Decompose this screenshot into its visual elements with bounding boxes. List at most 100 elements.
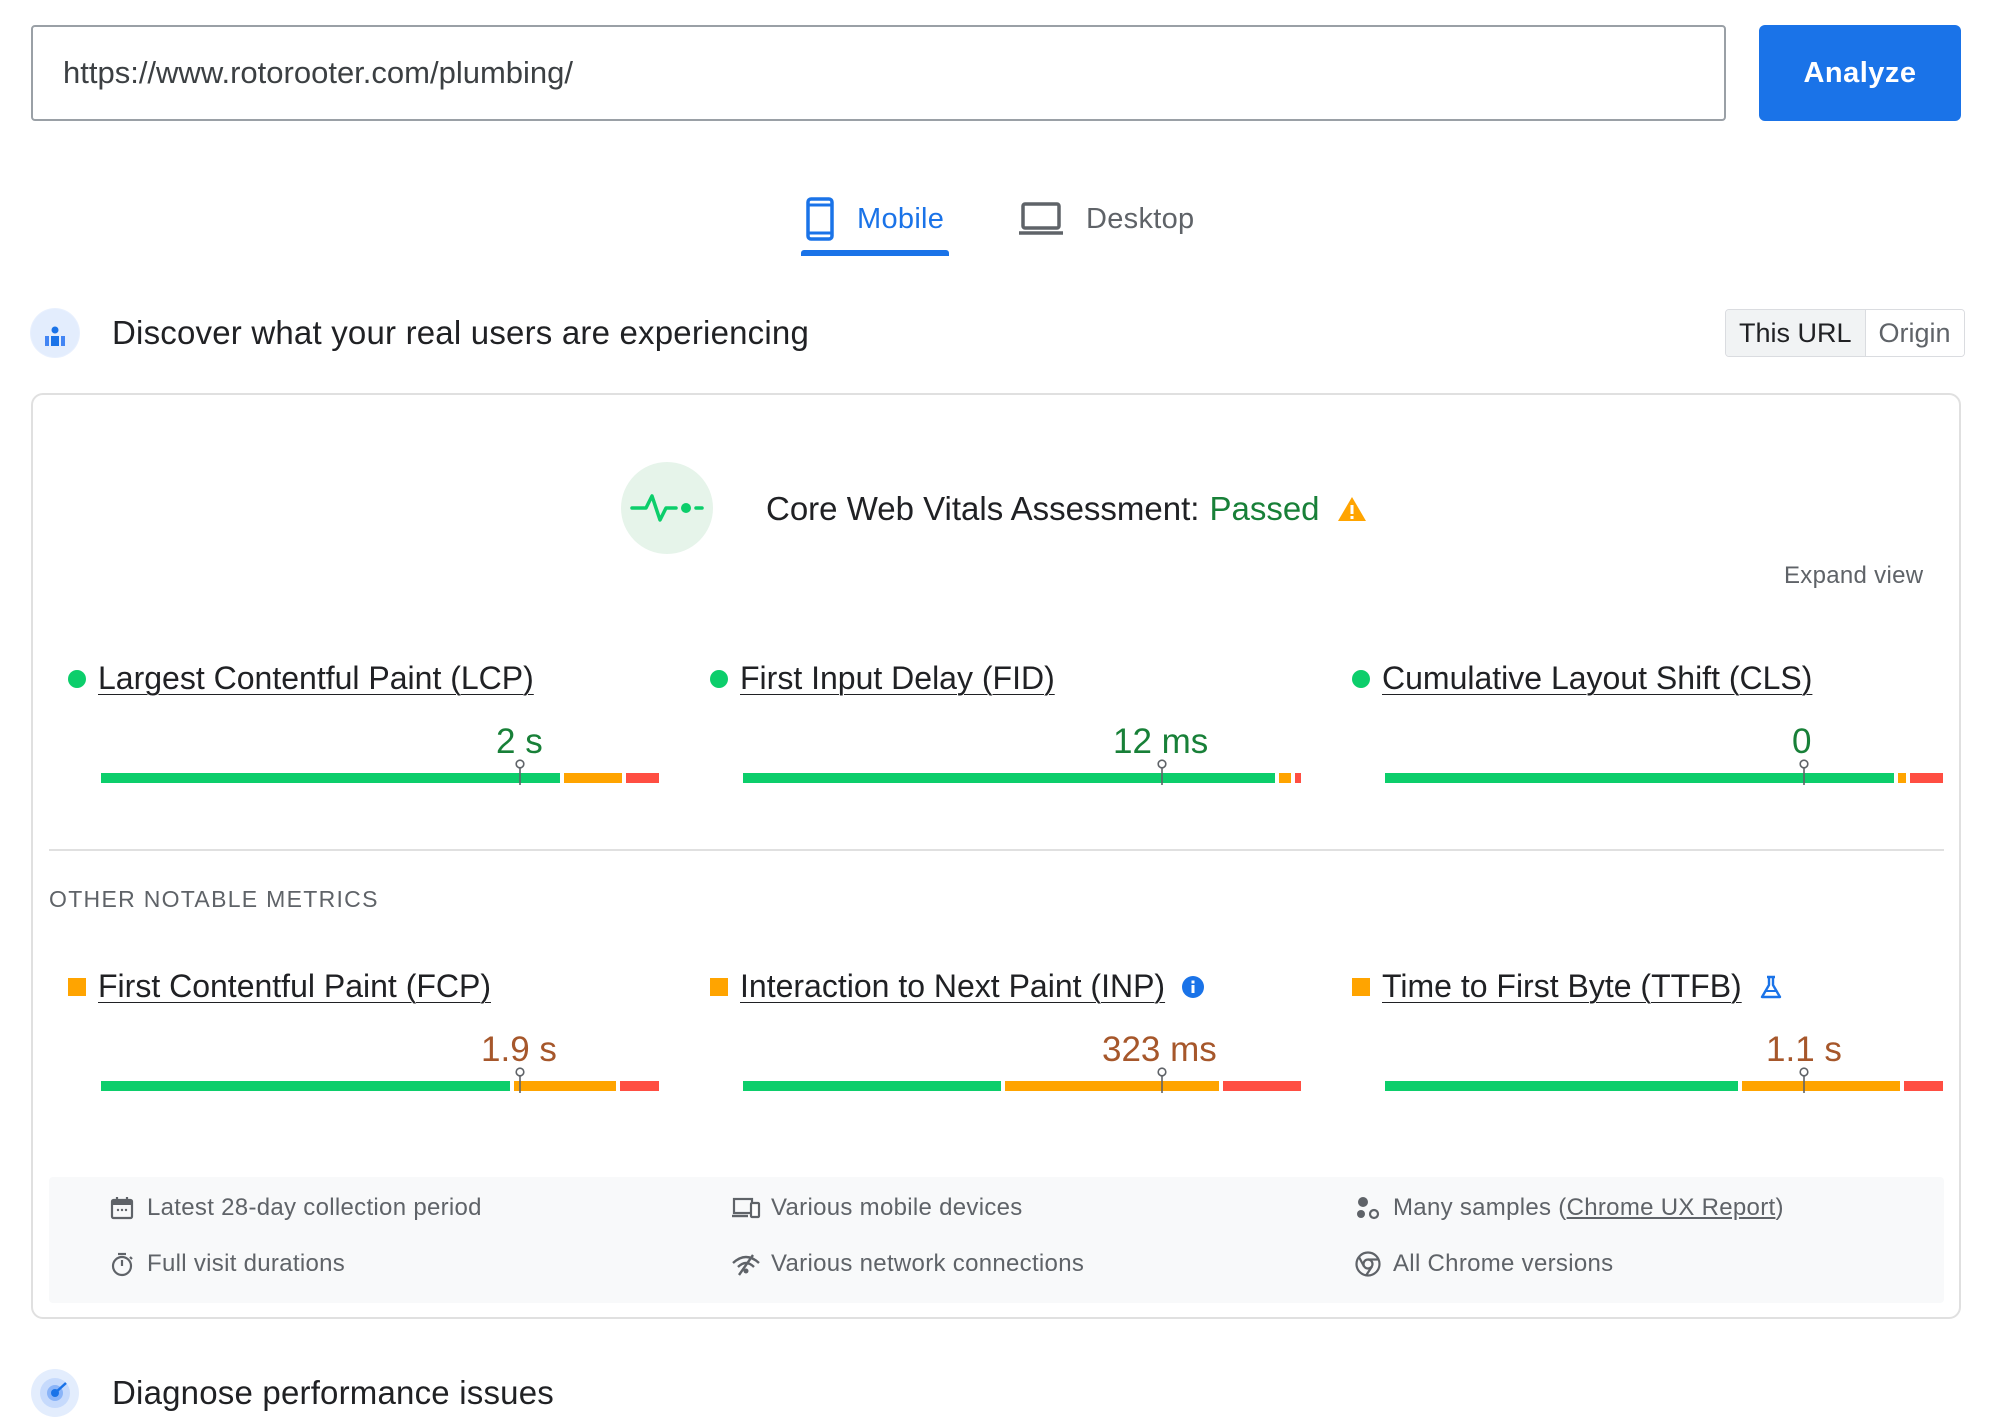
good-indicator-dot <box>710 669 728 688</box>
good-segment <box>101 773 561 783</box>
network-info: Various network connections <box>731 1249 1084 1279</box>
this-url-option[interactable]: This URL <box>1726 310 1866 356</box>
needs-improvement-segment <box>1742 1081 1900 1091</box>
timer-icon <box>107 1249 137 1279</box>
samples-suffix: ) <box>1775 1194 1784 1221</box>
percentile-marker <box>514 1067 525 1093</box>
needs-improvement-segment <box>1278 773 1292 783</box>
good-segment <box>1385 1081 1739 1091</box>
metric-cls-name[interactable]: Cumulative Layout Shift (CLS) <box>1382 660 1813 696</box>
metric-fcp-name[interactable]: First Contentful Paint (FCP) <box>98 968 491 1004</box>
network-signal-icon <box>731 1249 761 1279</box>
field-data-card <box>31 393 1961 1319</box>
origin-option[interactable]: Origin <box>1865 310 1964 356</box>
tab-desktop[interactable]: Desktop <box>1018 180 1195 258</box>
devices-text: Various mobile devices <box>771 1194 1023 1221</box>
visit-durations-text: Full visit durations <box>147 1250 346 1277</box>
samples-icon <box>1353 1193 1383 1223</box>
expand-view-link[interactable]: Expand view <box>1784 562 1924 589</box>
good-segment <box>743 1081 1002 1091</box>
needs-improvement-indicator <box>710 977 728 996</box>
devices-info: Various mobile devices <box>731 1193 1023 1223</box>
metric-cls: Cumulative Layout Shift (CLS) 0 <box>1352 660 1943 800</box>
needs-improvement-segment <box>564 773 622 783</box>
laptop-icon <box>1019 202 1063 235</box>
metric-fid: First Input Delay (FID) 12 ms <box>710 660 1301 800</box>
metric-ttfb-value: 1.1 s <box>1766 1030 1842 1069</box>
metric-ttfb: Time to First Byte (TTFB) 1.1 s <box>1352 968 1943 1108</box>
poor-segment <box>1295 773 1301 783</box>
metrics-divider <box>49 849 1944 851</box>
active-tab-indicator <box>801 250 949 256</box>
poor-segment <box>1909 773 1943 783</box>
chrome-icon <box>1353 1249 1383 1279</box>
metric-lcp: Largest Contentful Paint (LCP) 2 s <box>68 660 659 800</box>
metric-cls-distribution-bar <box>1385 759 1943 785</box>
chrome-versions-info: All Chrome versions <box>1353 1249 1613 1279</box>
metric-inp-name[interactable]: Interaction to Next Paint (INP) <box>740 968 1166 1004</box>
needs-improvement-segment <box>513 1081 616 1091</box>
metric-inp-distribution-bar <box>743 1067 1301 1093</box>
warning-icon <box>1337 497 1366 521</box>
collection-period-info: Latest 28-day collection period <box>107 1193 482 1223</box>
cwv-assessment-status: Passed <box>1209 490 1320 527</box>
samples-info: Many samples (Chrome UX Report) <box>1353 1193 1784 1223</box>
good-segment <box>1385 773 1895 783</box>
other-metrics-heading: OTHER NOTABLE METRICS <box>49 886 379 912</box>
visit-durations-info: Full visit durations <box>107 1249 345 1279</box>
metric-fid-value: 12 ms <box>1113 722 1209 761</box>
pulse-icon <box>621 462 713 554</box>
url-origin-toggle[interactable]: This URL Origin <box>1725 309 1965 357</box>
calendar-icon <box>107 1193 137 1223</box>
poor-segment <box>1903 1081 1943 1091</box>
samples-text: Many samples (Chrome UX Report) <box>1393 1194 1784 1222</box>
metric-fcp-distribution-bar <box>101 1067 659 1093</box>
metric-lcp-name[interactable]: Largest Contentful Paint (LCP) <box>98 660 534 696</box>
data-info-panel <box>49 1177 1944 1303</box>
percentile-marker <box>1156 1067 1167 1093</box>
needs-improvement-segment <box>1005 1081 1219 1091</box>
analyze-button[interactable]: Analyze <box>1759 25 1961 121</box>
chrome-ux-report-link[interactable]: Chrome UX Report <box>1566 1194 1776 1221</box>
network-text: Various network connections <box>771 1250 1085 1277</box>
good-segment <box>743 773 1275 783</box>
needs-improvement-indicator <box>68 977 86 996</box>
field-section-title: Discover what your real users are experi… <box>112 314 810 351</box>
metric-fcp: First Contentful Paint (FCP) 1.9 s <box>68 968 659 1108</box>
tab-mobile-label: Mobile <box>857 202 945 235</box>
collection-period-text: Latest 28-day collection period <box>147 1194 482 1221</box>
info-icon[interactable] <box>1181 975 1205 999</box>
percentile-marker <box>1798 1067 1809 1093</box>
metric-fid-name[interactable]: First Input Delay (FID) <box>740 660 1055 696</box>
tab-desktop-label: Desktop <box>1086 202 1195 235</box>
metric-lcp-value: 2 s <box>496 722 543 761</box>
needs-improvement-segment <box>1898 773 1906 783</box>
percentile-marker <box>514 759 525 785</box>
chrome-versions-text: All Chrome versions <box>1393 1250 1614 1277</box>
metric-inp: Interaction to Next Paint (INP) 323 ms <box>710 968 1301 1108</box>
poor-segment <box>619 1081 659 1091</box>
users-chart-icon <box>30 308 80 358</box>
good-segment <box>101 1081 510 1091</box>
metric-inp-value: 323 ms <box>1102 1030 1217 1069</box>
percentile-marker <box>1156 759 1167 785</box>
needs-improvement-indicator <box>1352 977 1370 996</box>
poor-segment <box>625 773 659 783</box>
poor-segment <box>1222 1081 1301 1091</box>
samples-prefix: Many samples ( <box>1393 1194 1567 1221</box>
lab-diagnose-icon <box>30 1368 80 1418</box>
cwv-assessment: Core Web Vitals Assessment: Passed <box>766 490 1368 528</box>
cwv-assessment-label: Core Web Vitals Assessment: <box>766 490 1200 527</box>
devices-icon <box>731 1193 761 1223</box>
smartphone-icon <box>806 197 834 241</box>
tab-mobile[interactable]: Mobile <box>805 180 944 258</box>
metric-ttfb-name[interactable]: Time to First Byte (TTFB) <box>1382 968 1742 1004</box>
good-indicator-dot <box>1352 669 1370 688</box>
metric-cls-value: 0 <box>1792 722 1812 761</box>
metric-lcp-distribution-bar <box>101 759 659 785</box>
diagnose-section-title: Diagnose performance issues <box>112 1374 554 1411</box>
percentile-marker <box>1798 759 1809 785</box>
flask-icon <box>1760 975 1781 998</box>
url-input[interactable] <box>31 25 1726 121</box>
good-indicator-dot <box>68 669 86 688</box>
